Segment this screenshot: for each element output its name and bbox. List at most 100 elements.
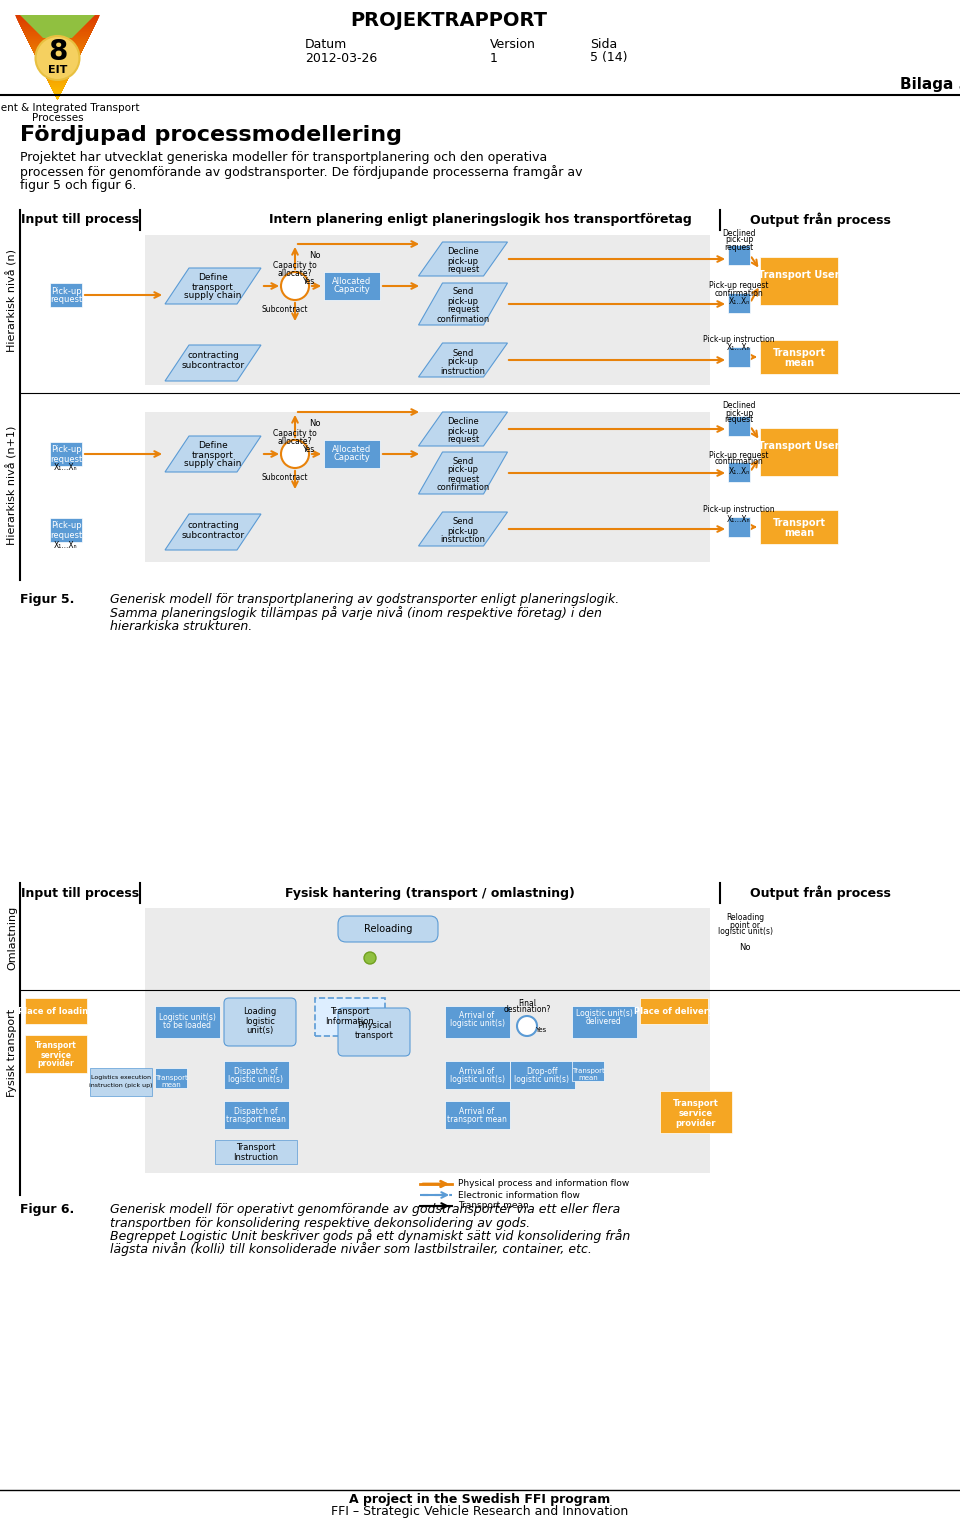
Text: Efficient & Integrated Transport: Efficient & Integrated Transport xyxy=(0,103,140,112)
Text: delivered: delivered xyxy=(587,1017,622,1026)
Text: mean: mean xyxy=(578,1075,598,1081)
Text: instruction: instruction xyxy=(441,366,486,375)
Text: Pick-up: Pick-up xyxy=(51,286,82,295)
Text: transport: transport xyxy=(192,283,234,292)
Text: Information: Information xyxy=(325,1017,374,1026)
FancyBboxPatch shape xyxy=(640,999,708,1024)
Polygon shape xyxy=(53,91,61,100)
Text: Drop-off: Drop-off xyxy=(526,1067,558,1076)
Text: transport mean: transport mean xyxy=(447,1116,507,1125)
FancyBboxPatch shape xyxy=(155,1006,220,1038)
Text: Sida: Sida xyxy=(590,38,617,52)
Text: Transport: Transport xyxy=(673,1099,719,1108)
Polygon shape xyxy=(165,514,261,550)
Text: instruction: instruction xyxy=(441,535,486,544)
Text: confirmation: confirmation xyxy=(437,315,490,324)
Text: provider: provider xyxy=(676,1120,716,1128)
FancyBboxPatch shape xyxy=(760,511,838,544)
Text: X₁..Xₙ: X₁..Xₙ xyxy=(729,468,750,476)
Text: transportben för konsolidering respektive dekonsolidering av gods.: transportben för konsolidering respektiv… xyxy=(110,1216,530,1230)
FancyBboxPatch shape xyxy=(50,283,82,307)
Polygon shape xyxy=(47,79,68,100)
Polygon shape xyxy=(19,23,96,100)
Text: instruction (pick up): instruction (pick up) xyxy=(89,1084,153,1088)
Text: Input till process: Input till process xyxy=(21,886,139,900)
Text: 1: 1 xyxy=(490,52,498,64)
Polygon shape xyxy=(53,90,62,100)
Text: provider: provider xyxy=(37,1059,74,1069)
Text: Omlastning: Omlastning xyxy=(7,906,17,970)
Text: Define: Define xyxy=(198,441,228,450)
Text: Generisk modell för operativt genomförande av godstransporter via ett eller fler: Generisk modell för operativt genomföran… xyxy=(110,1204,620,1216)
Text: supply chain: supply chain xyxy=(184,292,242,301)
Text: Processes: Processes xyxy=(32,112,84,123)
Text: mean: mean xyxy=(784,527,814,538)
Text: Version: Version xyxy=(490,38,536,52)
Text: request: request xyxy=(725,415,754,424)
Polygon shape xyxy=(21,27,94,100)
Text: Physical: Physical xyxy=(357,1021,391,1031)
Text: Fysisk hantering (transport / omlastning): Fysisk hantering (transport / omlastning… xyxy=(285,886,575,900)
Polygon shape xyxy=(15,15,100,100)
Polygon shape xyxy=(29,43,86,100)
Text: X₁...Xₙ: X₁...Xₙ xyxy=(727,344,751,353)
Text: Output från process: Output från process xyxy=(750,213,891,228)
Polygon shape xyxy=(165,268,261,304)
Text: X₁...Xₙ: X₁...Xₙ xyxy=(727,514,751,523)
Text: unit(s): unit(s) xyxy=(247,1026,274,1035)
Text: pick-up: pick-up xyxy=(447,465,478,474)
Text: Capacity to: Capacity to xyxy=(274,430,317,438)
Text: Capacity to: Capacity to xyxy=(274,261,317,271)
Text: Allocated: Allocated xyxy=(332,444,372,453)
FancyBboxPatch shape xyxy=(50,442,82,467)
Polygon shape xyxy=(52,88,63,100)
FancyBboxPatch shape xyxy=(224,1100,289,1129)
Text: request: request xyxy=(446,266,479,275)
Polygon shape xyxy=(57,99,59,100)
Text: Projektet har utvecklat generiska modeller för transportplanering och den operat: Projektet har utvecklat generiska modell… xyxy=(20,152,547,164)
Polygon shape xyxy=(165,345,261,382)
Text: lägsta nivån (kolli) till konsoliderade nivåer som lastbilstrailer, container, e: lägsta nivån (kolli) till konsoliderade … xyxy=(110,1242,592,1256)
Text: Transport: Transport xyxy=(330,1006,370,1015)
Text: request: request xyxy=(446,474,479,483)
Text: Transport: Transport xyxy=(571,1069,605,1075)
Polygon shape xyxy=(419,344,508,377)
Text: subcontractor: subcontractor xyxy=(181,362,245,371)
Polygon shape xyxy=(31,46,84,100)
Text: logistic unit(s): logistic unit(s) xyxy=(449,1076,505,1084)
Polygon shape xyxy=(50,85,65,100)
Text: Declined: Declined xyxy=(722,228,756,237)
Text: Decline: Decline xyxy=(447,418,479,427)
Polygon shape xyxy=(43,71,72,100)
Text: logistic unit(s): logistic unit(s) xyxy=(515,1076,569,1084)
Text: Capacity: Capacity xyxy=(334,286,371,295)
Circle shape xyxy=(36,36,80,81)
FancyBboxPatch shape xyxy=(728,416,750,436)
Text: X₁...Xₙ: X₁...Xₙ xyxy=(54,464,78,473)
Polygon shape xyxy=(38,62,76,100)
Text: pick-up: pick-up xyxy=(447,257,478,266)
Polygon shape xyxy=(18,21,97,100)
Polygon shape xyxy=(45,74,70,100)
Text: supply chain: supply chain xyxy=(184,459,242,468)
Polygon shape xyxy=(419,412,508,445)
FancyBboxPatch shape xyxy=(25,1035,87,1073)
Text: Send: Send xyxy=(452,456,473,465)
Polygon shape xyxy=(16,18,98,100)
Text: Electronic information flow: Electronic information flow xyxy=(458,1190,580,1199)
Text: logistic unit(s): logistic unit(s) xyxy=(717,927,773,936)
Text: Transport: Transport xyxy=(773,348,826,359)
Text: Logistics execution: Logistics execution xyxy=(91,1076,151,1081)
Text: Pick-up instruction: Pick-up instruction xyxy=(703,506,775,514)
Text: Loading: Loading xyxy=(244,1008,276,1017)
Polygon shape xyxy=(419,512,508,546)
Text: Transport: Transport xyxy=(155,1075,187,1081)
Text: allocate?: allocate? xyxy=(277,269,312,278)
Text: logistic: logistic xyxy=(245,1017,275,1026)
FancyBboxPatch shape xyxy=(224,1061,289,1088)
Circle shape xyxy=(281,439,309,468)
FancyBboxPatch shape xyxy=(728,517,750,537)
Polygon shape xyxy=(23,32,91,100)
Text: X₁...Xₙ: X₁...Xₙ xyxy=(54,541,78,550)
Polygon shape xyxy=(28,41,87,100)
